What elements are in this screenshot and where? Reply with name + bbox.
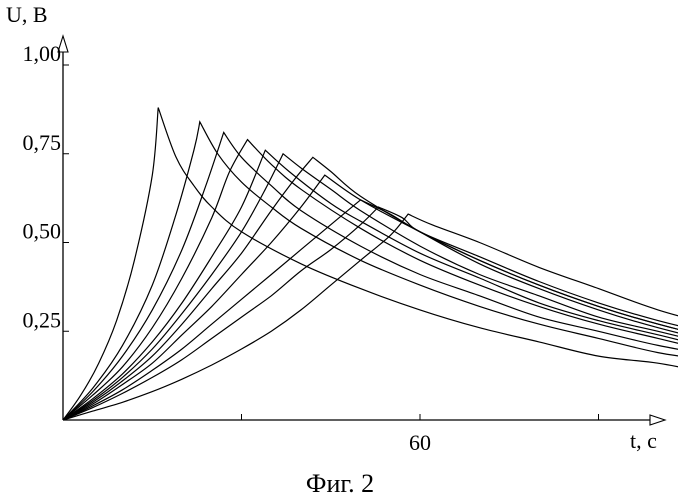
y-tick-label: 1,00: [23, 41, 62, 66]
series-line-9: [63, 200, 678, 420]
y-tick-label: 0,25: [23, 307, 62, 332]
y-tick-label: 0,75: [23, 130, 62, 155]
figure-caption: Фиг. 2: [306, 469, 374, 498]
y-tick-label: 0,50: [23, 219, 62, 244]
x-tick-label: 60: [409, 430, 431, 455]
x-axis-title: t, c: [630, 428, 657, 453]
series-line-6: [63, 154, 678, 420]
series-line-7: [63, 157, 678, 420]
series-line-4: [63, 140, 678, 420]
x-axis-arrow: [650, 415, 665, 425]
series-line-1: [63, 108, 678, 420]
series-line-5: [63, 150, 678, 420]
series-line-8: [63, 175, 678, 420]
y-axis-title: U, B: [6, 2, 48, 27]
